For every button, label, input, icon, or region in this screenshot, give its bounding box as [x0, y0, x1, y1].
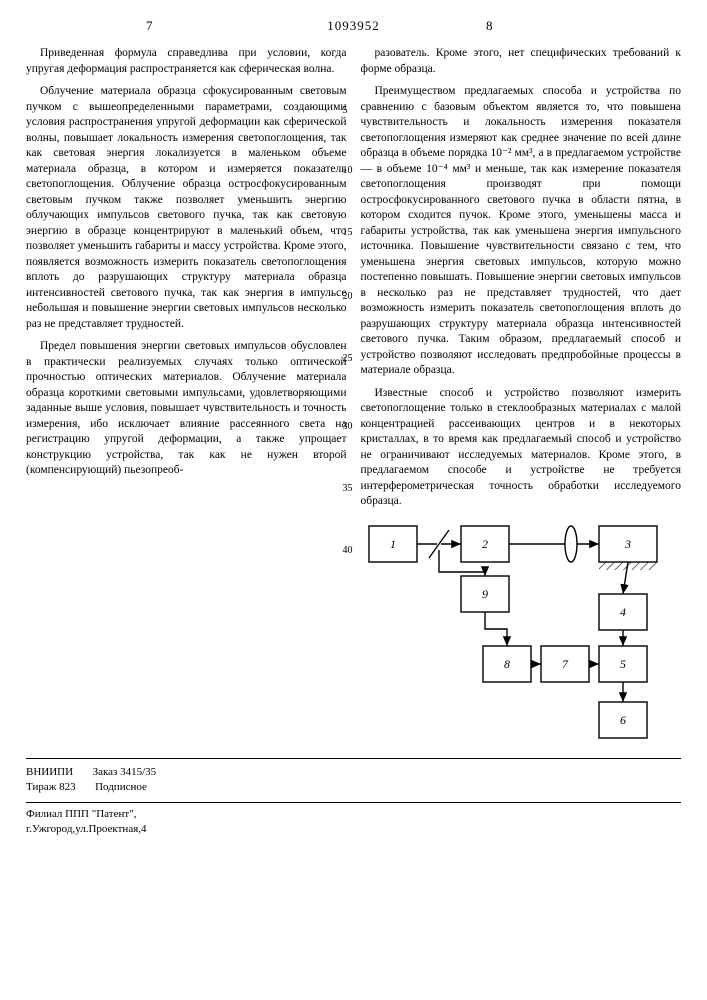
page-header: 7 1093952 8	[26, 18, 681, 36]
svg-text:8: 8	[504, 657, 510, 671]
footer-city: г.Ужгород,ул.Проектная,4	[26, 822, 681, 837]
paragraph: Облучение материала образца сфокусирован…	[26, 84, 347, 332]
block-diagram: 1 2 3 4 5 6 7 8 9	[361, 518, 671, 748]
svg-text:9: 9	[482, 587, 488, 601]
paragraph: Известные способ и устройство позволяют …	[361, 386, 682, 510]
line-marker: 20	[343, 290, 353, 304]
paragraph: Предел повышения энергии световых импуль…	[26, 339, 347, 479]
footer-subscript: Подписное	[95, 781, 147, 793]
page-number-left: 7	[146, 18, 153, 34]
svg-text:2: 2	[482, 537, 488, 551]
paragraph: разователь. Кроме этого, нет специфическ…	[361, 46, 682, 77]
line-marker: 30	[343, 420, 353, 434]
footer-line: Тираж 823 Подписное	[26, 780, 681, 795]
svg-text:3: 3	[624, 537, 631, 551]
left-column: Приведенная формула справедлива при усло…	[26, 46, 347, 748]
line-marker: 15	[343, 226, 353, 240]
line-marker: 5	[343, 104, 348, 118]
footer-order: Заказ 3415/35	[93, 766, 157, 778]
footer-addr: Филиал ППП "Патент", г.Ужгород,ул.Проект…	[26, 802, 681, 838]
paragraph: Приведенная формула справедлива при усло…	[26, 46, 347, 77]
svg-text:5: 5	[620, 657, 626, 671]
svg-text:7: 7	[562, 657, 569, 671]
footer-publisher: ВНИИПИ	[26, 766, 73, 778]
paragraph: Преимуществом предлагаемых способа и уст…	[361, 84, 682, 379]
line-marker: 10	[343, 164, 353, 178]
document-number: 1093952	[327, 18, 380, 34]
footer-tirage: Тираж 823	[26, 781, 76, 793]
right-column: разователь. Кроме этого, нет специфическ…	[361, 46, 682, 748]
svg-text:4: 4	[620, 605, 626, 619]
footer-imprint: ВНИИПИ Заказ 3415/35 Тираж 823 Подписное…	[26, 758, 681, 838]
svg-text:1: 1	[390, 537, 396, 551]
text-columns: Приведенная формула справедлива при усло…	[26, 46, 681, 748]
line-marker: 40	[343, 544, 353, 558]
line-marker: 35	[343, 482, 353, 496]
diagram-container: 1 2 3 4 5 6 7 8 9	[361, 518, 682, 748]
page-number-right: 8	[486, 18, 493, 34]
svg-text:6: 6	[620, 713, 626, 727]
footer-line: ВНИИПИ Заказ 3415/35	[26, 765, 681, 780]
footer-branch: Филиал ППП "Патент",	[26, 807, 681, 822]
line-marker: 25	[343, 352, 353, 366]
page-root: 7 1093952 8 Приведенная формула справедл…	[0, 0, 707, 1000]
